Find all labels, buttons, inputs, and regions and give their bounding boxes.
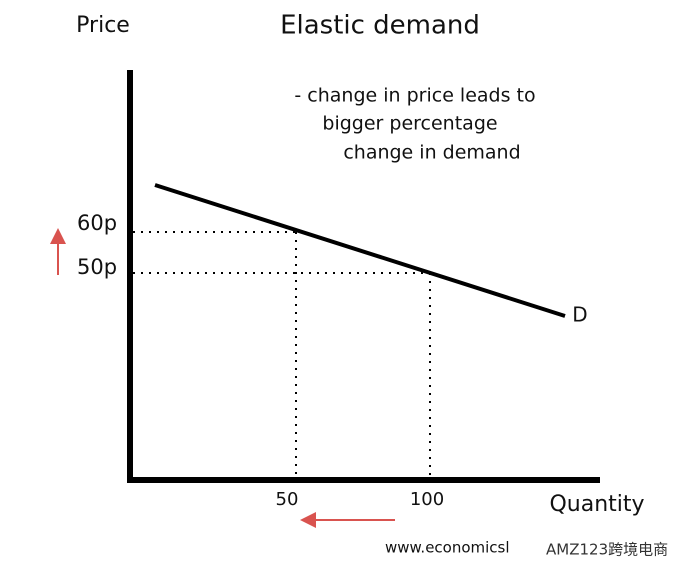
curve-label: D xyxy=(572,303,587,327)
watermark: AMZ123跨境电商 xyxy=(546,541,668,559)
annotation-line: - change in price leads to xyxy=(294,85,535,107)
title: Elastic demand xyxy=(280,11,480,41)
annotation-line: change in demand xyxy=(343,142,520,164)
quantity-label: 100 xyxy=(410,489,444,510)
demand-curve xyxy=(154,183,566,318)
annotation-line: bigger percentage xyxy=(322,113,497,135)
y-axis-label: Price xyxy=(76,13,130,38)
price-label: 60p xyxy=(77,211,117,235)
x-axis-label: Quantity xyxy=(549,492,644,517)
watermark: www.economicsl xyxy=(385,539,510,557)
price-label: 50p xyxy=(77,255,117,279)
quantity-label: 50 xyxy=(276,489,299,510)
guide-lines xyxy=(133,231,431,477)
